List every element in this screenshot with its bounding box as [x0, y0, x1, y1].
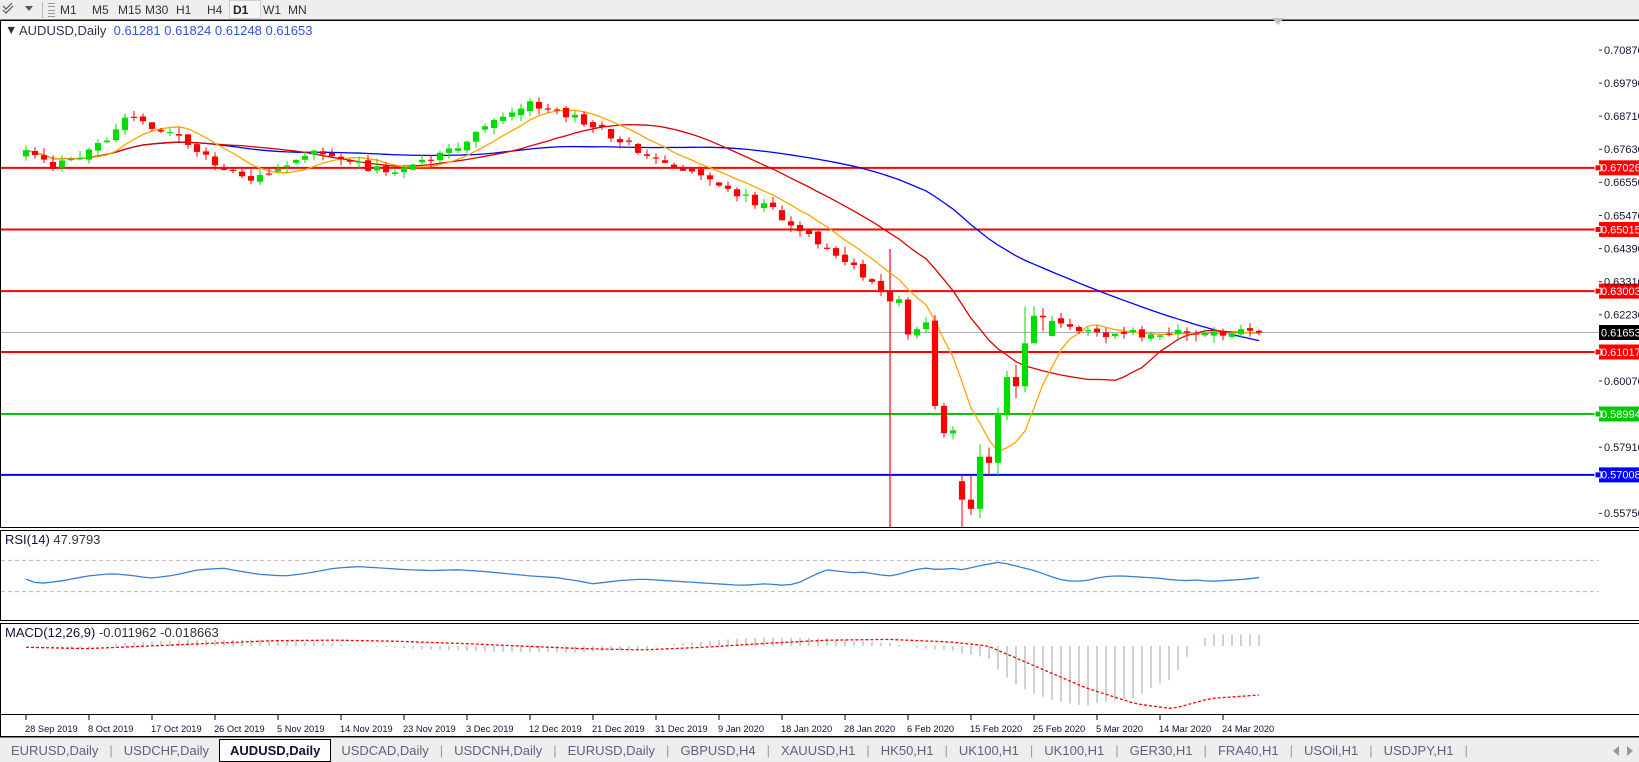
svg-text:12 Dec 2019: 12 Dec 2019 [529, 724, 582, 734]
svg-text:3 Dec 2019: 3 Dec 2019 [466, 724, 514, 734]
svg-text:6 Feb 2020: 6 Feb 2020 [907, 724, 954, 734]
svg-text:0.58994: 0.58994 [1601, 409, 1639, 421]
svg-text:0.57008: 0.57008 [1601, 470, 1639, 482]
svg-text:21 Dec 2019: 21 Dec 2019 [592, 724, 645, 734]
svg-text:15 Feb 2020: 15 Feb 2020 [970, 724, 1022, 734]
svg-text:0.55750: 0.55750 [1604, 508, 1639, 520]
svg-text:24 Mar 2020: 24 Mar 2020 [1222, 724, 1274, 734]
svg-text:0.61017: 0.61017 [1601, 347, 1639, 359]
svg-text:0.67026: 0.67026 [1601, 163, 1639, 175]
svg-text:9 Jan 2020: 9 Jan 2020 [718, 724, 764, 734]
svg-text:5 Mar 2020: 5 Mar 2020 [1096, 724, 1143, 734]
svg-text:18 Jan 2020: 18 Jan 2020 [781, 724, 832, 734]
svg-text:5 Nov 2019: 5 Nov 2019 [277, 724, 325, 734]
svg-text:28 Jan 2020: 28 Jan 2020 [844, 724, 895, 734]
svg-text:0.65015: 0.65015 [1601, 224, 1639, 236]
svg-text:31 Dec 2019: 31 Dec 2019 [655, 724, 708, 734]
svg-text:25 Feb 2020: 25 Feb 2020 [1033, 724, 1085, 734]
svg-text:14 Nov 2019: 14 Nov 2019 [340, 724, 393, 734]
svg-text:8 Oct 2019: 8 Oct 2019 [88, 724, 133, 734]
svg-text:26 Oct 2019: 26 Oct 2019 [214, 724, 265, 734]
svg-text:0.61653: 0.61653 [1601, 327, 1639, 339]
svg-text:28 Sep 2019: 28 Sep 2019 [25, 724, 78, 734]
svg-text:23 Nov 2019: 23 Nov 2019 [403, 724, 456, 734]
svg-text:14 Mar 2020: 14 Mar 2020 [1159, 724, 1211, 734]
svg-text:17 Oct 2019: 17 Oct 2019 [151, 724, 202, 734]
